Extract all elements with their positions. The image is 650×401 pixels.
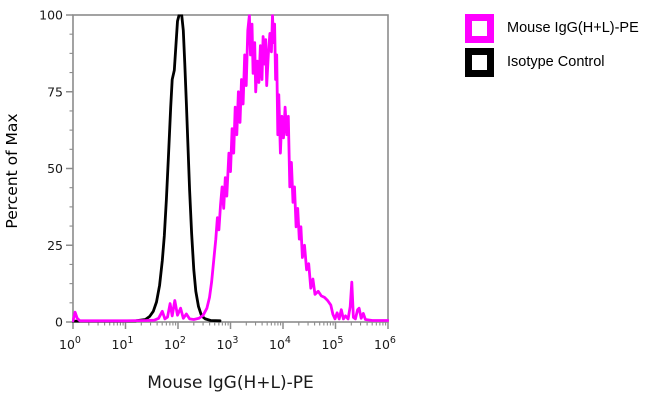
legend-label-mouse-igg-pe: Mouse IgG(H+L)-PE bbox=[507, 20, 639, 36]
legend-label-isotype-control: Isotype Control bbox=[507, 54, 605, 70]
magenta-square-swatch bbox=[465, 14, 494, 43]
black-square-swatch bbox=[465, 48, 494, 77]
legend-item-isotype-control: Isotype Control bbox=[465, 48, 639, 77]
y-axis-label: Percent of Max bbox=[3, 113, 21, 229]
legend-item-mouse-igg-pe: Mouse IgG(H+L)-PE bbox=[465, 14, 639, 43]
y-tick-label: 25 bbox=[47, 238, 63, 253]
x-tick-label: 100 bbox=[59, 335, 81, 352]
legend: Mouse IgG(H+L)-PE Isotype Control bbox=[465, 14, 639, 82]
curves-group bbox=[72, 14, 389, 323]
x-axis-title: Mouse IgG(H+L)-PE bbox=[147, 373, 314, 393]
x-tick-label: 106 bbox=[374, 335, 396, 352]
x-tick-label: 102 bbox=[164, 335, 186, 352]
y-tick-label: 0 bbox=[55, 315, 63, 330]
isotype-control-curve bbox=[72, 14, 222, 323]
mouse-igg-h-l-pe-curve bbox=[72, 14, 389, 323]
x-tick-label: 101 bbox=[112, 335, 134, 352]
x-tick-label: 103 bbox=[217, 335, 239, 352]
x-tick-label: 105 bbox=[322, 335, 344, 352]
y-tick-label: 100 bbox=[39, 8, 63, 23]
y-tick-label: 75 bbox=[47, 84, 63, 99]
x-tick-label: 104 bbox=[269, 335, 291, 352]
y-tick-label: 50 bbox=[47, 161, 63, 176]
